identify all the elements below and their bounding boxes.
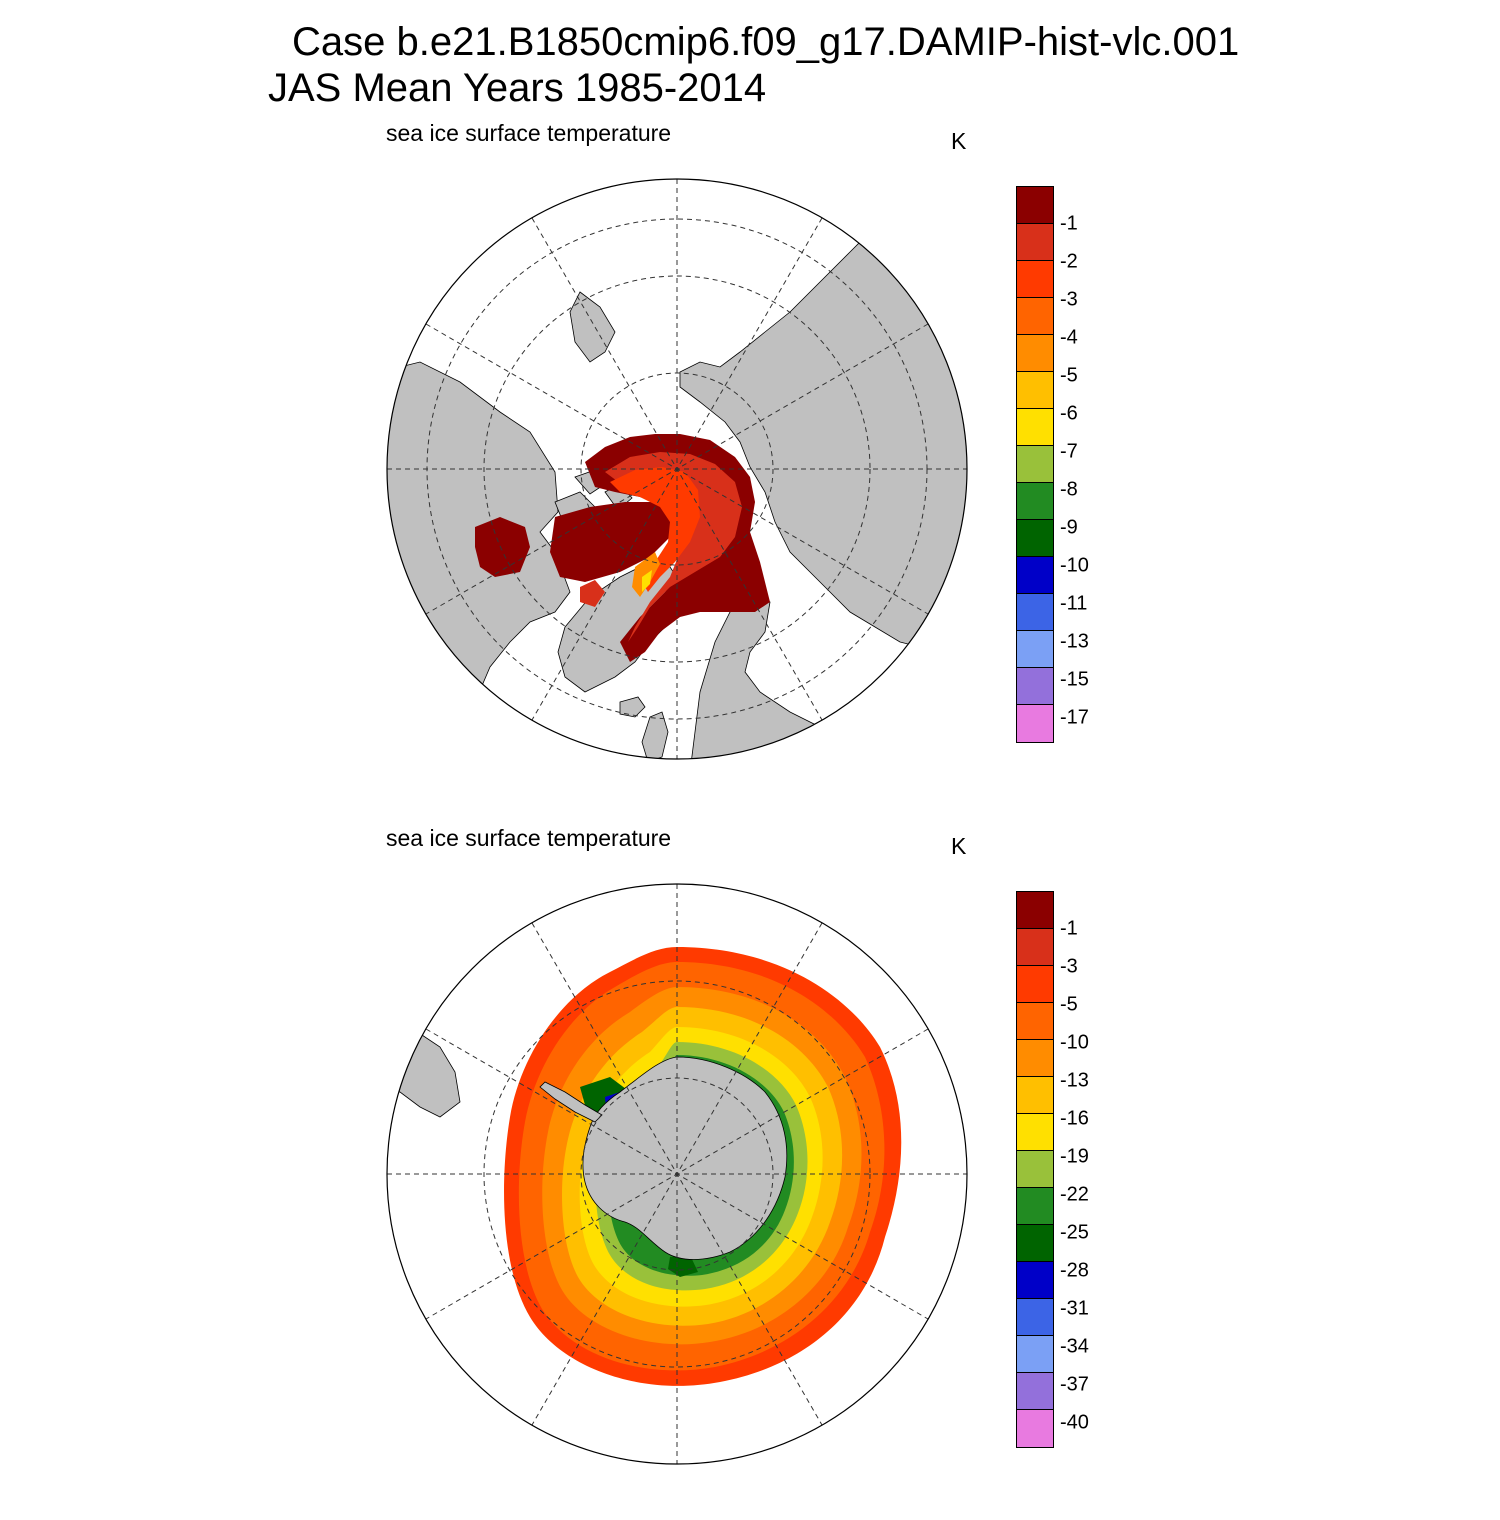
colorbar-tick-label: -16	[1060, 1107, 1089, 1130]
colorbar-swatch	[1017, 1299, 1053, 1336]
colorbar-tick-label: -7	[1060, 440, 1078, 463]
antarctic-peninsula-land	[539, 1081, 603, 1123]
colorbar-tick-label: -13	[1060, 1069, 1089, 1092]
colorbar-swatch	[1017, 1151, 1053, 1188]
colorbar-swatch	[1017, 261, 1053, 298]
panel-south: sea ice surface temperature K	[0, 815, 1500, 1520]
colorbar-tick-label: -5	[1060, 364, 1078, 387]
colorbar-tick-label: -5	[1060, 993, 1078, 1016]
colorbar-swatch	[1017, 298, 1053, 335]
panel-north: sea ice surface temperature K	[0, 110, 1500, 815]
colorbar-swatch	[1017, 1003, 1053, 1040]
north-polar-map[interactable]	[380, 172, 980, 772]
units-label: K	[951, 128, 967, 154]
panel-subtitle: sea ice surface temperature	[386, 120, 672, 146]
colorbar-tick-label: -40	[1060, 1411, 1089, 1434]
colorbar-swatch	[1017, 631, 1053, 668]
colorbar-tick-label: -17	[1060, 706, 1089, 729]
colorbar-tick-label: -31	[1060, 1297, 1089, 1320]
colorbar-tick-label: -19	[1060, 1145, 1089, 1168]
map-boundary	[386, 883, 968, 1465]
colorbar-tick-label: -10	[1060, 1031, 1089, 1054]
colorbar-tick-label: -6	[1060, 402, 1078, 425]
graticule	[387, 179, 967, 759]
colorbar-swatch	[1017, 520, 1053, 557]
colorbar-swatch	[1017, 224, 1053, 261]
colorbar-tick-label: -22	[1060, 1183, 1089, 1206]
colorbar-tick-label: -15	[1060, 668, 1089, 691]
figure-title-period: JAS Mean Years 1985-2014	[268, 66, 767, 110]
colorbar-swatch	[1017, 1225, 1053, 1262]
colorbar-tick-label: -13	[1060, 630, 1089, 653]
colorbar-tick-label: -34	[1060, 1335, 1089, 1358]
colorbar-tick-label: -3	[1060, 955, 1078, 978]
south-polar-map[interactable]	[380, 877, 980, 1477]
colorbar-swatch	[1017, 1336, 1053, 1373]
colorbar-tick-label: -1	[1060, 212, 1078, 235]
colorbar-tick-label: -37	[1060, 1373, 1089, 1396]
graticule	[387, 884, 967, 1464]
colorbar-swatch	[1017, 1114, 1053, 1151]
colorbar-swatch	[1017, 668, 1053, 705]
antarctica-land	[582, 1056, 788, 1260]
colorbar-tick-label: -11	[1060, 592, 1088, 615]
colorbar-swatch	[1017, 594, 1053, 631]
colorbar	[1016, 891, 1054, 1448]
colorbar-swatch	[1017, 372, 1053, 409]
colorbar-tick-label: -4	[1060, 326, 1078, 349]
colorbar-swatch	[1017, 446, 1053, 483]
colorbar-tick-label: -28	[1060, 1259, 1089, 1282]
colorbar-tick-label: -2	[1060, 250, 1078, 273]
units-label: K	[951, 833, 967, 859]
colorbar-swatch	[1017, 1410, 1053, 1447]
colorbar-swatch	[1017, 1040, 1053, 1077]
colorbar-swatch	[1017, 557, 1053, 594]
colorbar-tick-label: -10	[1060, 554, 1089, 577]
colorbar-swatch	[1017, 966, 1053, 1003]
colorbar-tick-label: -1	[1060, 917, 1078, 940]
colorbar-tick-label: -25	[1060, 1221, 1089, 1244]
colorbar-swatch	[1017, 892, 1053, 929]
colorbar-swatch	[1017, 187, 1053, 224]
colorbar-swatch	[1017, 705, 1053, 742]
colorbar-tick-label: -8	[1060, 478, 1078, 501]
colorbar-swatch	[1017, 409, 1053, 446]
colorbar-swatch	[1017, 1262, 1053, 1299]
figure-title-case: Case b.e21.B1850cmip6.f09_g17.DAMIP-hist…	[292, 20, 1240, 64]
map-boundary	[386, 178, 968, 760]
colorbar-tick-label: -3	[1060, 288, 1078, 311]
colorbar-swatch	[1017, 335, 1053, 372]
colorbar-swatch	[1017, 1188, 1053, 1225]
colorbar-swatch	[1017, 1373, 1053, 1410]
colorbar-swatch	[1017, 1077, 1053, 1114]
panel-subtitle: sea ice surface temperature	[386, 825, 672, 851]
colorbar-swatch	[1017, 929, 1053, 966]
colorbar	[1016, 186, 1054, 743]
colorbar-swatch	[1017, 483, 1053, 520]
colorbar-tick-label: -9	[1060, 516, 1078, 539]
